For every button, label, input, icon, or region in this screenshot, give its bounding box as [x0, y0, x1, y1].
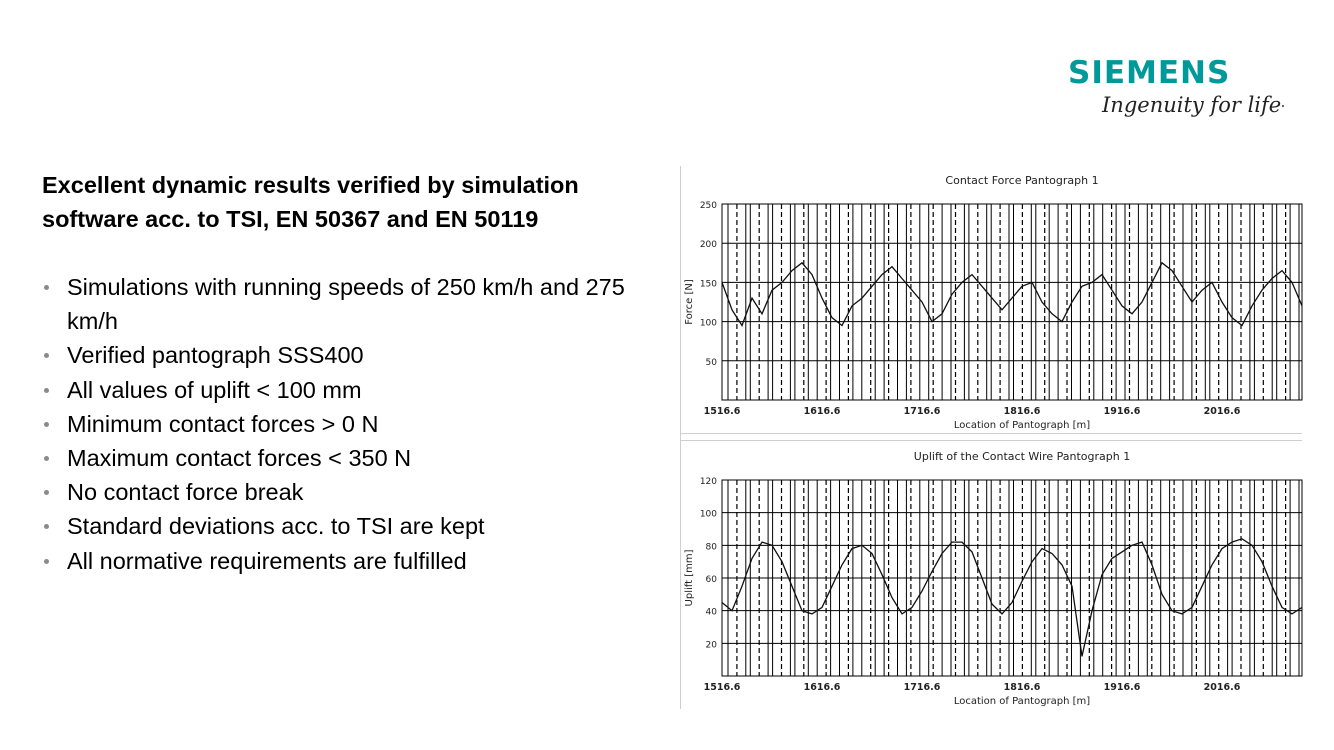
x-tick-label: 1816.6 — [1004, 406, 1041, 417]
y-tick-label: 150 — [700, 279, 717, 289]
series-line — [721, 538, 1303, 657]
y-axis-label: Force [N] — [684, 279, 695, 325]
x-tick-label: 1716.6 — [904, 406, 941, 417]
uplift-chart-svg: Uplift of the Contact Wire Pantograph 1 2… — [684, 450, 1303, 707]
x-tick-label: 1616.6 — [804, 682, 841, 693]
x-tick-label: 1516.6 — [704, 406, 741, 417]
logo-dot — [1282, 105, 1284, 107]
logo-wordmark: SIEMENS — [1068, 55, 1231, 91]
x-tick-label: 1716.6 — [904, 682, 941, 693]
x-tick-label: 2016.6 — [1204, 682, 1241, 693]
siemens-logo: SIEMENS Ingenuity for life — [1060, 55, 1300, 135]
plot-frame — [721, 203, 1303, 401]
chart-title: Contact Force Pantograph 1 — [945, 174, 1098, 187]
y-tick-label: 60 — [706, 575, 718, 585]
chart-divider — [680, 440, 1302, 441]
bullet-item: Maximum contact forces < 350 N — [42, 441, 662, 475]
chart-grid — [722, 479, 1302, 676]
y-tick-label: 120 — [700, 477, 717, 487]
slide-headline: Excellent dynamic results verified by si… — [42, 172, 579, 232]
chart-title: Uplift of the Contact Wire Pantograph 1 — [914, 450, 1130, 463]
bullet-item: All values of uplift < 100 mm — [42, 373, 662, 407]
y-tick-label: 20 — [706, 640, 718, 650]
y-tick-label: 50 — [706, 358, 718, 368]
logo-tagline: Ingenuity for life — [1102, 93, 1282, 117]
bullet-item: Minimum contact forces > 0 N — [42, 407, 662, 441]
y-axis-label: Uplift [mm] — [684, 549, 695, 606]
y-tick-label: 40 — [706, 608, 718, 618]
series-line — [721, 261, 1303, 327]
chart-grid — [722, 203, 1302, 400]
y-tick-label: 200 — [700, 240, 717, 250]
chart-divider — [680, 433, 1302, 434]
x-axis-label: Location of Pantograph [m] — [954, 696, 1090, 707]
contact-force-chart-svg: Contact Force Pantograph 1 50 100 150 200 250… — [684, 174, 1303, 431]
x-tick-label: 1616.6 — [804, 406, 841, 417]
y-tick-label: 250 — [700, 201, 717, 211]
y-tick-label: 100 — [700, 319, 717, 329]
x-axis-label: Location of Pantograph [m] — [954, 420, 1090, 431]
bullet-item: Simulations with running speeds of 250 k… — [42, 270, 662, 338]
bullet-item: Standard deviations acc. to TSI are kept — [42, 509, 662, 543]
x-tick-label: 1916.6 — [1104, 406, 1141, 417]
x-tick-label: 1516.6 — [704, 682, 741, 693]
plot-frame — [721, 479, 1303, 677]
bullet-item: No contact force break — [42, 475, 662, 509]
bullet-item: All normative requirements are fulfilled — [42, 544, 662, 578]
bullet-item: Verified pantograph SSS400 — [42, 338, 662, 372]
uplift-chart: Uplift of the Contact Wire Pantograph 1 2… — [680, 442, 1306, 710]
y-tick-label: 100 — [700, 510, 717, 520]
contact-force-chart: Contact Force Pantograph 1 50 100 150 200 250… — [680, 166, 1306, 434]
x-tick-label: 1916.6 — [1104, 682, 1141, 693]
x-tick-label: 2016.6 — [1204, 406, 1241, 417]
bullet-list: Simulations with running speeds of 250 k… — [42, 270, 662, 578]
y-tick-label: 80 — [706, 542, 718, 552]
x-tick-label: 1816.6 — [1004, 682, 1041, 693]
